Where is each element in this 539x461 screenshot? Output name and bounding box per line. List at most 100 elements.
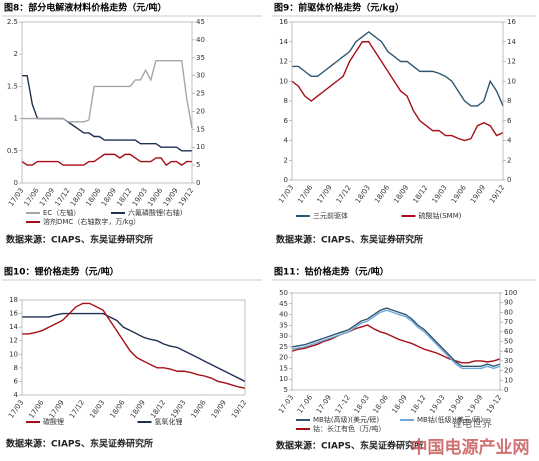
- y2-tick-label: 35: [196, 54, 205, 62]
- legend-label: 钴：长江有色（万/吨）: [313, 424, 385, 433]
- y-tick-label: 12: [279, 58, 288, 66]
- plot-frame: [291, 21, 504, 181]
- y-tick-label: 0: [14, 179, 18, 187]
- y2-tick-label: 12: [507, 58, 516, 66]
- y-tick-label: 10: [279, 77, 288, 85]
- x-tick-label: 18-12: [409, 394, 427, 415]
- series-line: [291, 41, 504, 142]
- watermark: 中国电源产业网: [411, 437, 530, 458]
- series-line: [291, 324, 501, 364]
- source-note: 数据来源：CIAPS、东吴证券研究所: [6, 438, 153, 450]
- x-tick-label: 19/03: [431, 184, 449, 205]
- x-tick-label: 19-03: [428, 394, 446, 415]
- series-line: [21, 153, 192, 167]
- y2-tick-label: 16: [507, 18, 516, 26]
- y2-tick-label: 30: [504, 357, 513, 365]
- x-tick-label: 17-09: [315, 394, 333, 415]
- y-tick-label: 14: [9, 323, 18, 331]
- x-tick-label: 18/09: [100, 187, 118, 208]
- y-tick-label: 35: [279, 321, 288, 329]
- y-tick-label: 0.5: [7, 147, 18, 155]
- y2-tick-label: 0: [196, 179, 200, 187]
- series-line: [291, 309, 501, 370]
- source-note: 数据来源：CIAPS、东吴证券研究所: [276, 234, 423, 246]
- x-tick-label: 19/09: [210, 399, 228, 420]
- source-note: 数据来源：CIAPS、东吴证券研究所: [276, 440, 423, 452]
- y-tick-label: 16: [279, 18, 288, 26]
- y-tick-label: 1: [14, 115, 18, 123]
- x-tick-label: 17/09: [316, 184, 334, 205]
- x-tick-label: 17-06: [296, 393, 315, 415]
- y2-tick-label: 8: [507, 97, 511, 105]
- x-tick-label: 17-12: [334, 394, 352, 415]
- legend-label: 氢氧化锂: [155, 417, 183, 426]
- x-tick-label: 17/12: [54, 187, 72, 208]
- x-tick-label: 18/12: [149, 399, 167, 420]
- legend-label: EC（左轴）: [43, 208, 80, 217]
- x-tick-label: 18/03: [69, 187, 87, 208]
- y2-tick-label: 70: [504, 318, 513, 326]
- x-tick-label: 19/09: [162, 187, 180, 208]
- y2-tick-label: 10: [507, 77, 516, 85]
- y-tick-label: 40: [279, 311, 288, 319]
- y2-tick-label: 4: [507, 137, 512, 145]
- y2-tick-label: 6: [507, 117, 512, 125]
- chart-title: 图8：部分电解液材料价格走势（元/吨）: [4, 2, 167, 14]
- y-tick-label: 8: [14, 364, 18, 372]
- y-tick-label: 50: [279, 289, 288, 297]
- y-tick-label: 14: [279, 38, 288, 46]
- chart-title: 图9：前驱体价格走势（元/kg）: [274, 2, 404, 14]
- y2-tick-label: 14: [507, 38, 516, 46]
- series-line: [291, 307, 501, 368]
- y2-tick-label: 100: [504, 289, 517, 297]
- x-tick-label: 17/03: [277, 184, 295, 205]
- legend-label: 硫酸钴(SMM): [419, 211, 462, 220]
- x-tick-label: 18-06: [372, 393, 391, 415]
- x-tick-label: 17/03: [7, 399, 25, 420]
- y2-tick-label: 5: [196, 161, 200, 169]
- y-tick-label: 12: [9, 337, 18, 345]
- y-tick-label: 16: [9, 310, 18, 318]
- y2-tick-label: 60: [504, 328, 513, 336]
- y2-tick-label: 2: [507, 156, 511, 164]
- legend-label: MB钴(高级)(美元/磅): [313, 415, 379, 424]
- y-tick-label: 5: [284, 386, 288, 394]
- x-tick-label: 17-03: [277, 394, 295, 415]
- x-tick-label: 17/06: [27, 398, 45, 420]
- x-tick-label: 18-09: [391, 394, 409, 415]
- x-tick-label: 19/06: [450, 183, 468, 205]
- y-tick-label: 6: [284, 117, 289, 125]
- series-line: [22, 312, 246, 383]
- x-tick-label: 19/12: [230, 399, 248, 420]
- y-tick-label: 4: [284, 137, 289, 145]
- chart-title: 图11：钴价格走势（元/吨）: [274, 266, 389, 278]
- x-tick-label: 19-09: [466, 394, 484, 415]
- legend-label: 六氟磷酸锂(右轴): [128, 208, 183, 217]
- x-tick-label: 18/09: [392, 184, 410, 205]
- y-tick-label: 2.5: [7, 18, 18, 26]
- x-tick-label: 18/03: [88, 399, 106, 420]
- x-tick-label: 19-12: [485, 394, 503, 415]
- x-tick-label: 18/09: [129, 399, 147, 420]
- y2-tick-label: 50: [504, 338, 513, 346]
- y2-tick-label: 0: [504, 386, 508, 394]
- x-tick-label: 17/06: [296, 183, 314, 205]
- x-tick-label: 18/06: [373, 183, 391, 205]
- y-tick-label: 15: [279, 364, 288, 372]
- legend-label: 三元前驱体: [313, 211, 348, 220]
- y2-tick-label: 0: [507, 176, 511, 184]
- x-tick-label: 18/12: [115, 187, 133, 208]
- y-tick-label: 30: [279, 332, 288, 340]
- legend-label: 溶剂DMC（右轴数字，万/kg）: [43, 217, 140, 226]
- plot-frame: [21, 21, 193, 184]
- y-tick-label: 1.5: [7, 82, 18, 90]
- x-tick-label: 17/03: [7, 187, 25, 208]
- y-tick-label: 8: [284, 97, 288, 105]
- x-tick-label: 19/09: [469, 184, 487, 205]
- x-tick-label: 18/12: [411, 184, 429, 205]
- x-tick-label: 19-06: [447, 393, 466, 415]
- series-line: [22, 302, 246, 389]
- y-tick-label: 10: [9, 350, 18, 358]
- y2-tick-label: 45: [196, 18, 205, 26]
